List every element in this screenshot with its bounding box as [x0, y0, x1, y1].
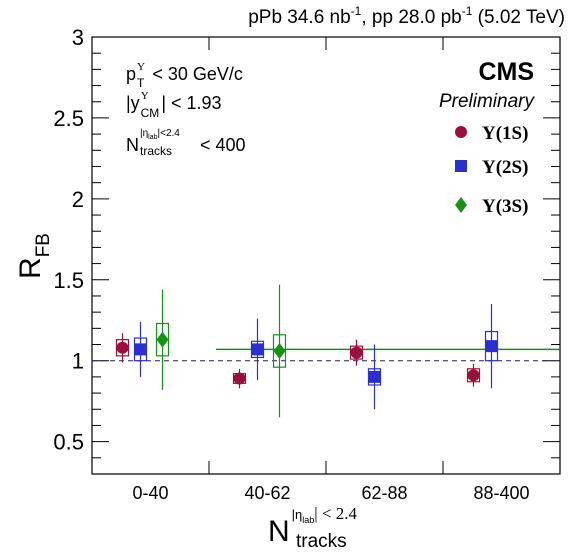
cut-y-sub: CM — [141, 106, 160, 120]
cut-pt-main: p — [126, 64, 136, 84]
cut-ntrk-sup: |η — [140, 128, 148, 139]
upsilon-1s-legend-label: Υ(1S) — [482, 123, 528, 144]
upsilon-2s-point — [251, 343, 264, 356]
cut-ntrk-sup-rest: |<2.4 — [158, 128, 181, 139]
cut-y-open: |y — [126, 93, 140, 113]
y-tick-label: 0.5 — [53, 430, 84, 455]
upsilon-1s-point — [233, 372, 246, 385]
cut-pt: pΥ T < 30 GeV/c — [126, 61, 243, 90]
upsilon-2s-point — [485, 340, 498, 353]
cms-label: CMS — [478, 58, 534, 86]
top-label-sup2: -1 — [462, 4, 473, 18]
upsilon-3s-legend-label: Υ(3S) — [482, 196, 528, 217]
x-tick-label: 88-400 — [473, 483, 529, 503]
upsilon-1s-point — [350, 346, 363, 359]
upsilon-2s-legend-marker — [455, 160, 467, 172]
cut-ntrk-sub: tracks — [140, 144, 172, 158]
cut-pt-rest: < 30 GeV/c — [152, 64, 243, 84]
upsilon-2s-point — [134, 343, 147, 356]
upsilon-1s-point — [467, 369, 480, 382]
y-tick-label: 3 — [72, 25, 84, 50]
x-tick-label: 0-40 — [132, 483, 168, 503]
upsilon-2s-legend-label: Υ(2S) — [482, 157, 528, 178]
cut-y-rest: | < 1.93 — [161, 93, 221, 113]
cut-pt-sub: T — [137, 76, 145, 90]
cut-ntrk-sup-sub: lab — [148, 134, 157, 141]
upsilon-3s-point — [156, 331, 169, 348]
legend: Υ(1S) Υ(2S) Υ(3S) — [455, 123, 528, 217]
cut-ntrk: N|ηlab|<2.4 tracks < 400 — [126, 128, 246, 158]
x-axis-label-sup-rest: | < 2.4 — [314, 504, 357, 523]
y-axis-label: RFB — [14, 233, 54, 279]
x-tick-label: 62-88 — [361, 483, 407, 503]
tick-layer: 0.5 1 1.5 2 2.5 3 0-40 40-62 62-88 88-400 — [53, 25, 561, 503]
x-tick-label: 40-62 — [244, 483, 290, 503]
y-tick-label: 1 — [72, 349, 84, 374]
y-axis-label-sub: FB — [33, 233, 54, 257]
y-tick-label: 2.5 — [53, 106, 84, 131]
chart-top-label: pPb 34.6 nb-1, pp 28.0 pb-1 (5.02 TeV) — [248, 4, 565, 28]
y-tick-label: 2 — [72, 187, 84, 212]
x-axis-label-main: N — [268, 515, 290, 548]
top-label-part1: pPb 34.6 nb — [248, 7, 350, 28]
upsilon-1s-legend-marker — [455, 126, 467, 138]
data-layer — [92, 284, 560, 418]
upsilon-2s-point — [368, 370, 381, 383]
y-axis-label-main: R — [14, 257, 47, 279]
top-label-part2: , pp 28.0 pb — [361, 7, 461, 28]
x-axis-label-sup-sub: lab — [302, 515, 314, 525]
cut-y: |yΥ CM | < 1.93 — [126, 90, 222, 120]
cms-status-label: Preliminary — [439, 91, 536, 112]
top-label-part3: (5.02 TeV) — [472, 7, 565, 28]
upsilon-1s-point — [116, 341, 129, 354]
cut-ntrk-main: N — [126, 135, 139, 155]
x-axis-label-sup: |η — [292, 507, 303, 522]
cut-pt-sup: Υ — [137, 61, 145, 73]
x-axis-label-sub: tracks — [296, 531, 347, 552]
upsilon-3s-point — [273, 342, 286, 359]
top-label-sup1: -1 — [351, 4, 362, 18]
x-axis-label: N|ηlab| < 2.4 tracks — [268, 504, 358, 552]
cut-y-sup: Υ — [141, 90, 149, 102]
upsilon-3s-legend-marker — [455, 197, 467, 213]
cut-ntrk-rest: < 400 — [200, 135, 246, 155]
y-tick-label: 1.5 — [53, 268, 84, 293]
